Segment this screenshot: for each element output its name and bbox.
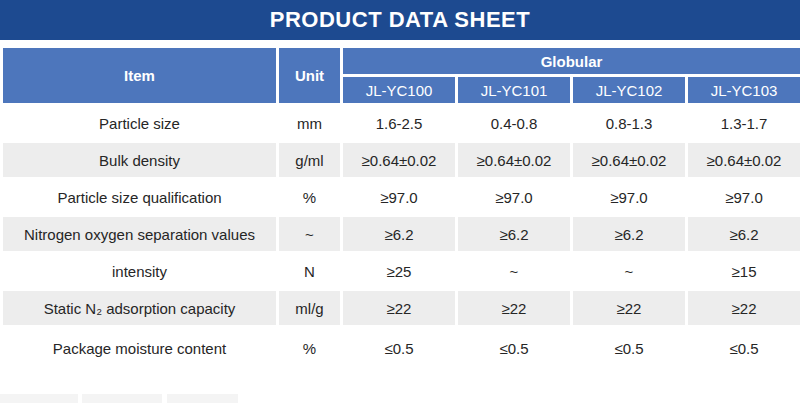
item-label: Bulk density xyxy=(2,142,278,179)
data-cell: ≤0.5 xyxy=(687,327,800,370)
table-row: Nitrogen oxygen separation values ~ ≥6.2… xyxy=(2,216,800,253)
data-cell: ≥6.2 xyxy=(342,216,457,253)
item-label: Static N₂ adsorption capacity xyxy=(2,290,278,327)
data-cell: ~ xyxy=(457,253,572,290)
data-cell: ≥97.0 xyxy=(342,179,457,216)
data-cell: 0.4-0.8 xyxy=(457,105,572,142)
data-cell: ≥22 xyxy=(572,290,687,327)
page-title: PRODUCT DATA SHEET xyxy=(270,7,530,33)
column-header-item: Item xyxy=(2,47,278,105)
data-cell: ~ xyxy=(572,253,687,290)
data-cell: ≥0.64±0.02 xyxy=(342,142,457,179)
header-row-group: Item Unit Globular xyxy=(2,47,800,76)
data-cell: ≥15 xyxy=(687,253,800,290)
data-cell: ≥22 xyxy=(457,290,572,327)
item-label: Particle size xyxy=(2,105,278,142)
unit-value: ~ xyxy=(278,216,342,253)
data-cell: 0.8-1.3 xyxy=(572,105,687,142)
data-cell: 1.3-1.7 xyxy=(687,105,800,142)
page-title-banner: PRODUCT DATA SHEET xyxy=(0,0,800,40)
column-header-model-jl-yc100: JL-YC100 xyxy=(342,76,457,105)
column-header-model-jl-yc101: JL-YC101 xyxy=(457,76,572,105)
column-group-header-globular: Globular xyxy=(342,47,800,76)
data-cell: ≥6.2 xyxy=(457,216,572,253)
item-label: Nitrogen oxygen separation values xyxy=(2,216,278,253)
unit-value: % xyxy=(278,179,342,216)
column-header-model-jl-yc102: JL-YC102 xyxy=(572,76,687,105)
column-header-model-jl-yc103: JL-YC103 xyxy=(687,76,800,105)
data-cell: ≥22 xyxy=(342,290,457,327)
data-cell: ≤0.5 xyxy=(457,327,572,370)
cropped-cell-fragment xyxy=(167,394,238,403)
table-row: Package moisture content % ≤0.5 ≤0.5 ≤0.… xyxy=(2,327,800,370)
data-cell: ≥6.2 xyxy=(572,216,687,253)
item-label: intensity xyxy=(2,253,278,290)
data-cell: ≥0.64±0.02 xyxy=(687,142,800,179)
product-data-sheet-page: PRODUCT DATA SHEET Item Unit Globular JL… xyxy=(0,0,800,403)
table-row: Particle size mm 1.6-2.5 0.4-0.8 0.8-1.3… xyxy=(2,105,800,142)
data-cell: ≥97.0 xyxy=(687,179,800,216)
cropped-next-row-fragment xyxy=(0,394,238,403)
product-data-table: Item Unit Globular JL-YC100 JL-YC101 JL-… xyxy=(0,45,800,371)
table-body: Particle size mm 1.6-2.5 0.4-0.8 0.8-1.3… xyxy=(2,105,800,370)
item-label: Particle size qualification xyxy=(2,179,278,216)
table-row: Bulk density g/ml ≥0.64±0.02 ≥0.64±0.02 … xyxy=(2,142,800,179)
column-header-unit: Unit xyxy=(278,47,342,105)
data-cell: ≥97.0 xyxy=(572,179,687,216)
data-cell: ≤0.5 xyxy=(572,327,687,370)
data-cell: ≥25 xyxy=(342,253,457,290)
cropped-cell-fragment xyxy=(0,394,78,403)
table-row: intensity N ≥25 ~ ~ ≥15 xyxy=(2,253,800,290)
unit-value: % xyxy=(278,327,342,370)
table-header: Item Unit Globular JL-YC100 JL-YC101 JL-… xyxy=(2,47,800,105)
unit-value: N xyxy=(278,253,342,290)
item-label: Package moisture content xyxy=(2,327,278,370)
cropped-cell-fragment xyxy=(82,394,162,403)
unit-value: ml/g xyxy=(278,290,342,327)
data-cell: ≤0.5 xyxy=(342,327,457,370)
unit-value: mm xyxy=(278,105,342,142)
data-cell: ≥97.0 xyxy=(457,179,572,216)
data-cell: ≥22 xyxy=(687,290,800,327)
table-row: Static N₂ adsorption capacity ml/g ≥22 ≥… xyxy=(2,290,800,327)
table-row: Particle size qualification % ≥97.0 ≥97.… xyxy=(2,179,800,216)
data-cell: ≥0.64±0.02 xyxy=(457,142,572,179)
data-cell: ≥0.64±0.02 xyxy=(572,142,687,179)
data-cell: 1.6-2.5 xyxy=(342,105,457,142)
data-cell: ≥6.2 xyxy=(687,216,800,253)
unit-value: g/ml xyxy=(278,142,342,179)
